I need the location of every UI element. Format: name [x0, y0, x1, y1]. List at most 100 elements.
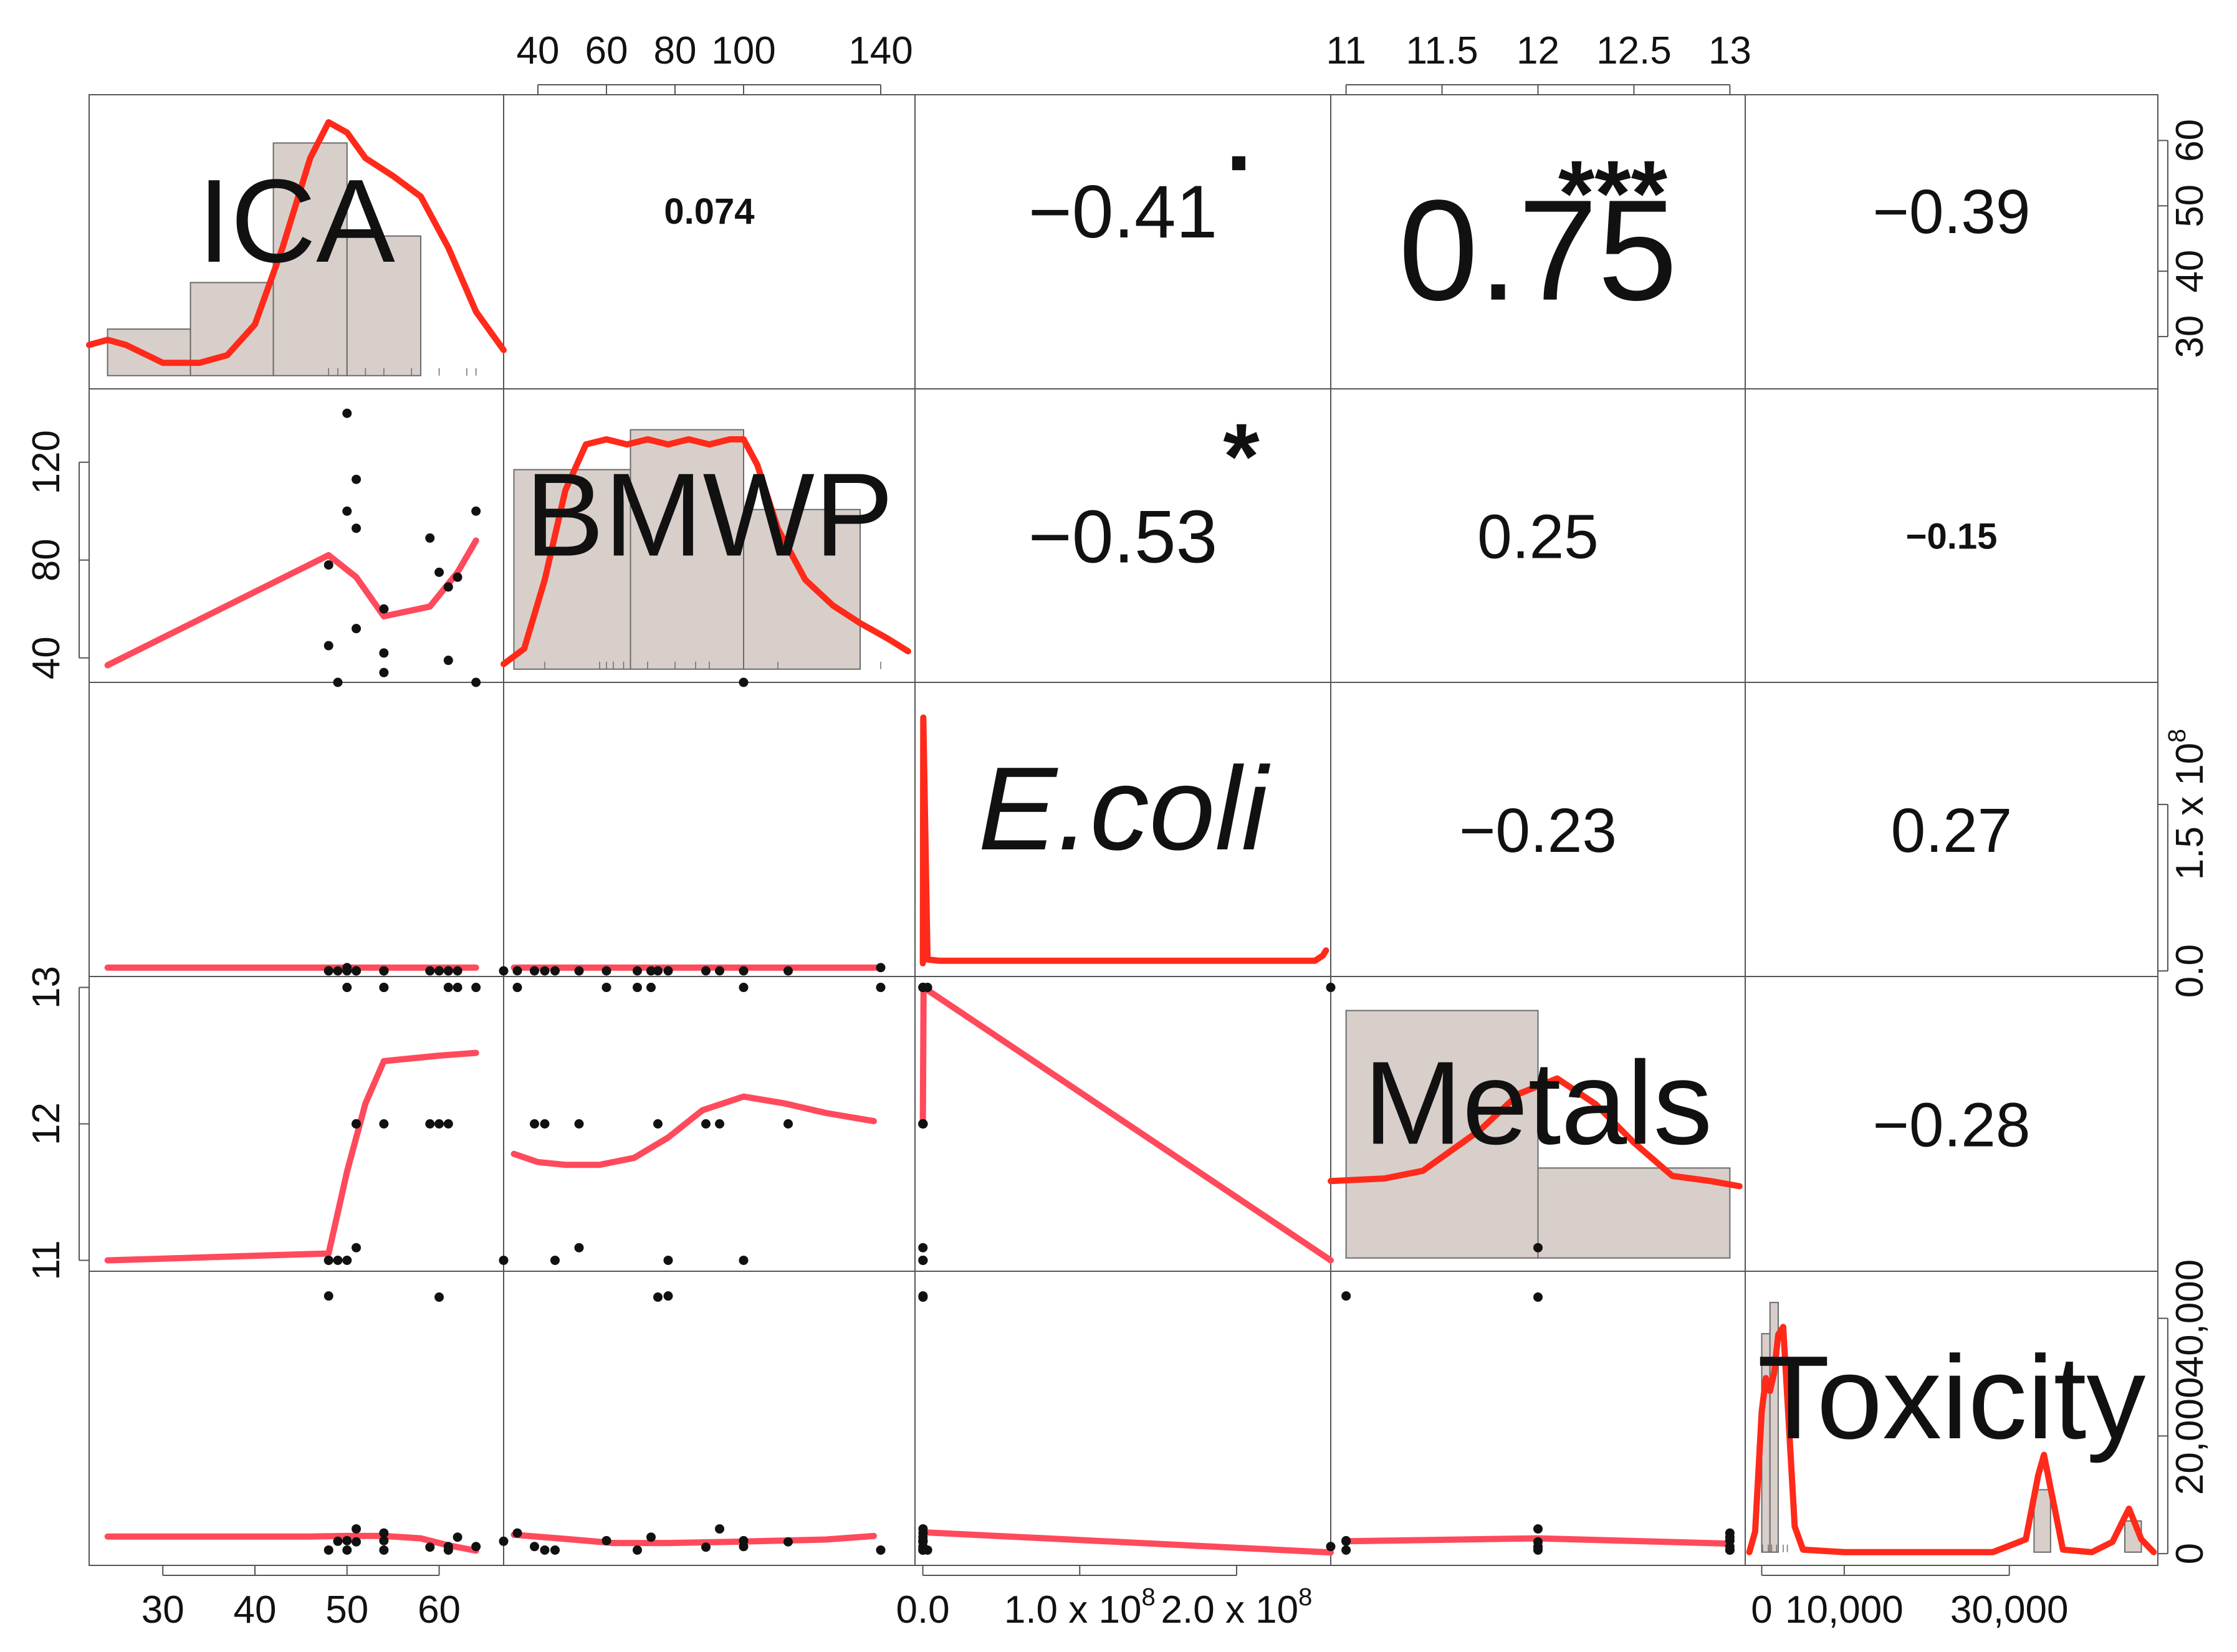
tick-label-top-3-2: 12 — [1516, 29, 1559, 72]
tick-label-top-1-2: 80 — [654, 29, 697, 72]
data-point-ica-ecoli-11 — [425, 966, 435, 976]
data-point-ica-toxicity-5 — [352, 1243, 362, 1253]
data-point-ica-bmwp-9 — [379, 604, 389, 614]
data-point-bmwp-toxicity-15 — [646, 1532, 656, 1542]
data-point-metals-toxicity-13 — [1533, 1542, 1543, 1552]
tick-label-right-4-2: 40,000 — [2168, 1259, 2211, 1378]
data-point-bmwp-toxicity-8 — [540, 1545, 550, 1555]
panel-frame-4-0 — [89, 1271, 504, 1566]
data-point-bmwp-toxicity-9 — [601, 1535, 611, 1545]
tick-label-left-1-1: 80 — [25, 538, 68, 581]
histogram-bar-metals-1 — [1537, 1167, 1731, 1259]
data-point-ica-ecoli-12 — [434, 966, 444, 976]
data-point-ica-toxicity-10 — [379, 1528, 389, 1538]
tick-label-top-3-3: 12.5 — [1596, 29, 1672, 72]
panel-frame-1-0 — [89, 388, 504, 683]
data-point-bmwp-ecoli-12 — [653, 966, 663, 976]
histogram-bar-bmwp-2 — [743, 508, 861, 670]
data-point-bmwp-metals-9 — [601, 983, 611, 993]
panel-frame-2-1 — [503, 682, 916, 977]
variable-label-ica: ICA — [198, 155, 395, 287]
tick-label-bottom-2-0: 0.0 — [896, 1588, 949, 1631]
tick-label-right-0-3: 60 — [2168, 119, 2211, 162]
tick-label-bottom-4-1: 10,000 — [1785, 1588, 1904, 1631]
panel-frame-4-3 — [1330, 1271, 1746, 1566]
data-point-bmwp-metals-0 — [663, 1255, 673, 1265]
data-point-bmwp-ecoli-3 — [739, 966, 749, 976]
smooth-line-ica-toxicity — [104, 1532, 479, 1554]
data-point-ica-bmwp-0 — [323, 560, 333, 570]
data-point-ica-toxicity-7 — [352, 1524, 362, 1534]
data-point-ica-bmwp-15 — [453, 572, 462, 582]
data-point-bmwp-metals-11 — [701, 1119, 711, 1129]
data-point-ica-metals-16 — [471, 983, 481, 993]
data-point-bmwp-metals-4 — [876, 983, 886, 993]
density-curve-ecoli — [919, 714, 1329, 967]
data-point-bmwp-toxicity-1 — [550, 1545, 560, 1555]
correlation-value-0-1: 0.074 — [664, 191, 754, 232]
histogram-bar-bmwp-1 — [630, 429, 744, 670]
data-point-ica-bmwp-2 — [333, 677, 343, 687]
data-point-bmwp-toxicity-4 — [876, 1545, 886, 1555]
variable-label-toxicity: Toxicity — [1758, 1332, 2146, 1464]
data-point-ica-toxicity-6 — [352, 1537, 362, 1547]
data-point-bmwp-ecoli-0 — [663, 966, 673, 976]
data-point-ecoli-metals-16 — [1326, 983, 1336, 993]
data-point-metals-toxicity-12 — [1533, 1292, 1543, 1302]
data-point-metals-toxicity-1 — [1341, 1545, 1351, 1555]
tick-label-left-1-0: 40 — [25, 636, 68, 679]
data-point-bmwp-metals-2 — [499, 1255, 509, 1265]
data-point-ica-toxicity-12 — [434, 1292, 444, 1302]
tick-label-left-3-2: 13 — [25, 966, 68, 1009]
data-point-ica-metals-4 — [342, 983, 352, 993]
data-point-ica-ecoli-7 — [352, 966, 362, 976]
correlation-value-1-3: 0.25 — [1477, 502, 1599, 572]
correlation-value-2-3: −0.23 — [1459, 796, 1617, 866]
data-point-ecoli-metals-13 — [918, 1119, 928, 1129]
tick-label-top-1-1: 60 — [585, 29, 628, 72]
data-point-ica-bmwp-3 — [342, 506, 352, 516]
tick-label-bottom-0-1: 40 — [234, 1588, 277, 1631]
data-point-ica-bmwp-16 — [471, 506, 481, 516]
tick-label-top-1-3: 100 — [711, 29, 775, 72]
data-point-bmwp-ecoli-8 — [540, 966, 550, 976]
data-point-bmwp-ecoli-6 — [783, 966, 793, 976]
data-point-bmwp-metals-15 — [646, 983, 656, 993]
data-point-bmwp-toxicity-12 — [653, 1292, 663, 1302]
data-point-bmwp-metals-7 — [715, 1119, 724, 1129]
tick-label-left-3-0: 11 — [25, 1240, 68, 1280]
tick-exponent-right-2-1: 8 — [2163, 728, 2191, 742]
tick-label-top-1-4: 140 — [848, 29, 913, 72]
tick-label-right-2-0: 0.0 — [2168, 944, 2211, 998]
data-point-ica-bmwp-6 — [352, 474, 362, 484]
histogram-bar-toxicity-4 — [2033, 1489, 2051, 1553]
data-point-bmwp-toxicity-5 — [574, 1243, 584, 1253]
panel-frame-4-2 — [914, 1271, 1331, 1566]
data-point-metals-toxicity-16 — [1725, 1542, 1735, 1552]
data-point-ica-bmwp-13 — [443, 656, 453, 666]
tick-label-top-3-1: 11.5 — [1406, 29, 1478, 72]
data-point-ica-ecoli-16 — [471, 677, 481, 687]
tick-label-bottom-4-0: 0 — [1751, 1588, 1772, 1631]
tick-label-top-1-0: 40 — [517, 29, 560, 72]
tick-label-right-2-1: 1.5 x 108 — [2163, 728, 2211, 880]
data-point-ica-metals-11 — [425, 1119, 435, 1129]
data-point-ica-metals-7 — [352, 1119, 362, 1129]
density-curve-metals — [1328, 1075, 1743, 1190]
data-point-ica-metals-14 — [443, 983, 453, 993]
data-point-ecoli-metals-3 — [918, 1255, 928, 1265]
variable-label-ecoli: E.coli — [978, 743, 1270, 875]
data-point-bmwp-toxicity-16 — [739, 1542, 749, 1552]
data-point-ica-bmwp-1 — [323, 641, 333, 651]
correlation-value-3-4: −0.28 — [1872, 1091, 2030, 1160]
data-point-ica-toxicity-9 — [379, 1535, 389, 1545]
data-point-ica-bmwp-5 — [352, 624, 362, 634]
histogram-bar-ica-3 — [346, 235, 421, 376]
data-point-ica-toxicity-1 — [323, 1545, 333, 1555]
data-point-ica-metals-3 — [342, 1255, 352, 1265]
data-point-ica-metals-1 — [323, 1255, 333, 1265]
data-point-bmwp-metals-16 — [739, 983, 749, 993]
significance-stars-1-2: * — [1223, 404, 1260, 508]
data-point-metals-toxicity-3 — [1341, 1535, 1351, 1545]
